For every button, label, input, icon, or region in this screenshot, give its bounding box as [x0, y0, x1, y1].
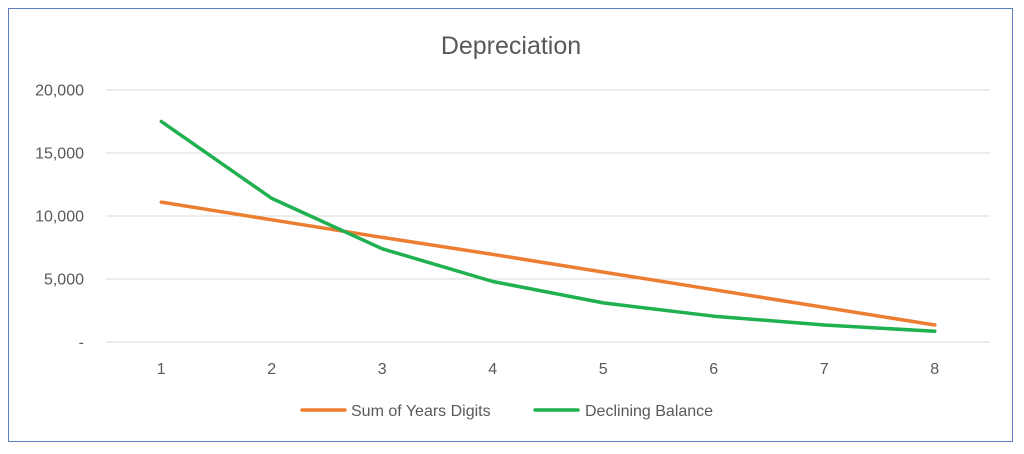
x-tick-label: 8: [930, 361, 939, 378]
x-tick-label: 2: [267, 361, 276, 378]
x-axis-ticks: 1 2 3 4 5 6 7 8: [157, 361, 940, 378]
legend: Sum of Years Digits Declining Balance: [300, 403, 713, 420]
series-line-sum-of-years-digits: [159, 200, 937, 327]
x-tick-label: 4: [488, 361, 497, 378]
legend-item: Declining Balance: [533, 403, 713, 420]
x-tick-label: 7: [820, 361, 829, 378]
x-tick-label: 3: [378, 361, 387, 378]
chart-frame: [8, 8, 1013, 442]
legend-label: Declining Balance: [585, 403, 713, 420]
y-tick-label: 10,000: [35, 209, 84, 226]
series-line-declining-balance: [159, 119, 937, 334]
x-tick-label: 6: [709, 361, 718, 378]
legend-label: Sum of Years Digits: [351, 403, 491, 420]
chart-title: Depreciation: [441, 32, 581, 60]
x-tick-label: 1: [157, 361, 166, 378]
y-axis-ticks: - 5,000 10,000 15,000 20,000: [35, 83, 84, 352]
legend-item: Sum of Years Digits: [300, 403, 491, 420]
y-tick-label: -: [79, 335, 84, 352]
y-tick-label: 15,000: [35, 146, 84, 163]
y-tick-label: 20,000: [35, 83, 84, 100]
series-lines: [159, 119, 937, 334]
x-tick-label: 5: [599, 361, 608, 378]
y-tick-label: 5,000: [44, 272, 84, 289]
